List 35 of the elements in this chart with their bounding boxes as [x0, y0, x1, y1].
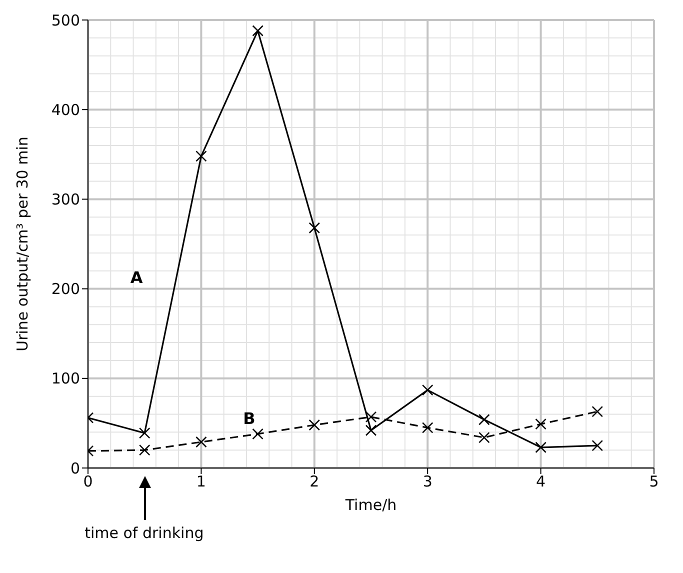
point: [592, 406, 604, 418]
x-tick-label: 2: [310, 472, 320, 491]
y-tick-label: 100: [51, 370, 80, 388]
point: [592, 440, 604, 452]
x-tick-label: 4: [536, 472, 546, 491]
y-tick-label: 500: [51, 11, 80, 30]
series-label: A: [130, 268, 144, 288]
x-tick-label: 1: [196, 472, 206, 491]
point: [252, 25, 264, 36]
x-tick-label: 5: [649, 472, 659, 491]
point: [478, 414, 490, 426]
point: [422, 422, 434, 434]
point: [252, 428, 264, 440]
point: [196, 150, 207, 162]
point: [535, 418, 546, 430]
y-tick-label: 300: [51, 190, 80, 209]
point: [422, 384, 434, 396]
y-axis-title: Urine output/cm³ per 30 min: [13, 136, 32, 352]
point: [478, 432, 490, 444]
series-label: B: [243, 409, 256, 428]
x-axis-title: Time/h: [344, 496, 397, 514]
point: [365, 411, 377, 423]
x-tick-label: 3: [422, 472, 432, 491]
point: [196, 436, 207, 448]
y-tick-label: 200: [51, 280, 80, 298]
point: [365, 424, 377, 436]
y-tick-label: 0: [70, 459, 80, 478]
text: time of drinking: [84, 524, 204, 542]
point: [138, 427, 150, 439]
point: [308, 419, 320, 431]
point: [308, 222, 320, 234]
point: [535, 442, 546, 454]
point: [138, 444, 150, 456]
x-tick-label: 0: [83, 472, 93, 491]
y-tick-label: 400: [51, 100, 80, 119]
